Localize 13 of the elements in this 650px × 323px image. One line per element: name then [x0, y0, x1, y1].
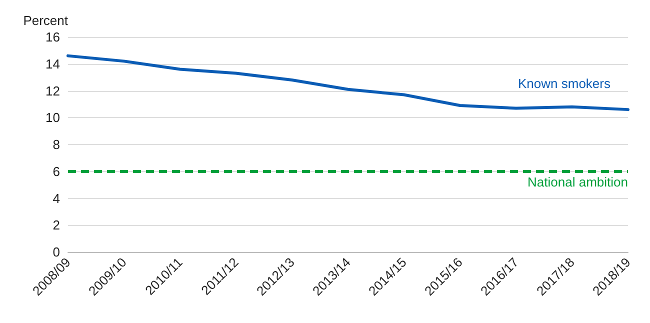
y-tick-label: 14: [46, 56, 60, 72]
y-tick-label: 6: [52, 164, 60, 179]
y-axis-title: Percent: [23, 13, 68, 28]
y-tick-label: 2: [52, 218, 60, 233]
ref-line-label: National ambition: [528, 174, 628, 190]
y-tick-label: 16: [46, 30, 60, 44]
y-tick-label: 12: [46, 83, 60, 98]
line-series: [66, 54, 630, 112]
y-tick-label: 4: [52, 190, 60, 206]
y-tick-label: 8: [52, 137, 60, 152]
series-label: Known smokers: [518, 76, 611, 92]
y-tick-label: 10: [46, 110, 60, 126]
y-tick-label: 0: [52, 244, 60, 260]
